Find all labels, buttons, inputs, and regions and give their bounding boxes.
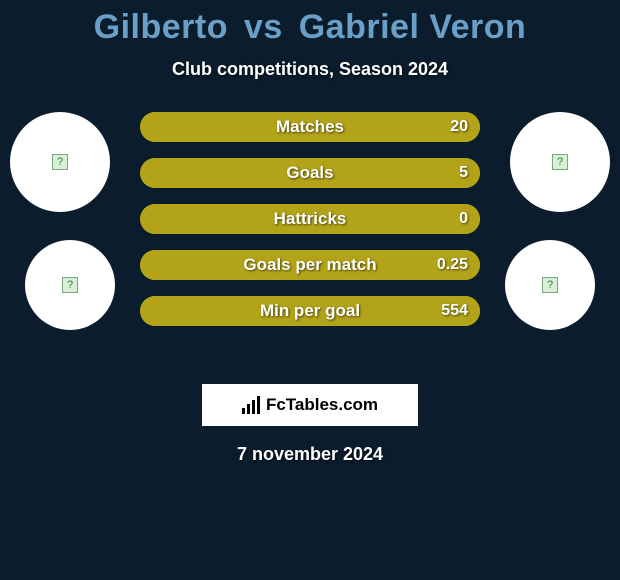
broken-image-icon: ?: [552, 154, 568, 170]
stat-bar-label: Matches: [140, 112, 480, 142]
date-text: 7 november 2024: [0, 444, 620, 465]
stat-bar: Goals per match0.25: [140, 250, 480, 280]
player2-avatar: ?: [510, 112, 610, 212]
stat-bar: Min per goal554: [140, 296, 480, 326]
brand-chart-icon: [242, 396, 260, 414]
title-player1: Gilberto: [94, 8, 228, 46]
broken-image-icon: ?: [52, 154, 68, 170]
title-vs: vs: [244, 8, 283, 46]
stat-bar-value-right: 554: [441, 296, 468, 326]
stat-bar-value-right: 0.25: [437, 250, 468, 280]
stat-bar-value-right: 5: [459, 158, 468, 188]
player2-club-logo: ?: [505, 240, 595, 330]
broken-image-icon: ?: [62, 277, 78, 293]
stat-bars: Matches20 Goals5 Hattricks0 Goals per match…: [140, 112, 480, 342]
subtitle: Club competitions, Season 2024: [0, 59, 620, 80]
stat-bar-label: Hattricks: [140, 204, 480, 234]
player1-avatar: ?: [10, 112, 110, 212]
broken-image-icon: ?: [542, 277, 558, 293]
page-title: Gilberto vs Gabriel Veron: [0, 0, 620, 47]
stat-bar: Goals5: [140, 158, 480, 188]
stat-bar-value-right: 20: [450, 112, 468, 142]
brand-box: FcTables.com: [202, 384, 418, 426]
stat-bar-value-right: 0: [459, 204, 468, 234]
player1-club-logo: ?: [25, 240, 115, 330]
brand-text: FcTables.com: [266, 395, 378, 415]
stat-bar-label: Goals: [140, 158, 480, 188]
stat-bar: Matches20: [140, 112, 480, 142]
stat-bar-label: Min per goal: [140, 296, 480, 326]
title-player2: Gabriel Veron: [299, 8, 527, 46]
content-area: ? ? ? ? Matches20 Goals5 Hattricks0 Goals p…: [0, 112, 620, 372]
stat-bar: Hattricks0: [140, 204, 480, 234]
comparison-infographic: Gilberto vs Gabriel Veron Club competiti…: [0, 0, 620, 580]
stat-bar-label: Goals per match: [140, 250, 480, 280]
